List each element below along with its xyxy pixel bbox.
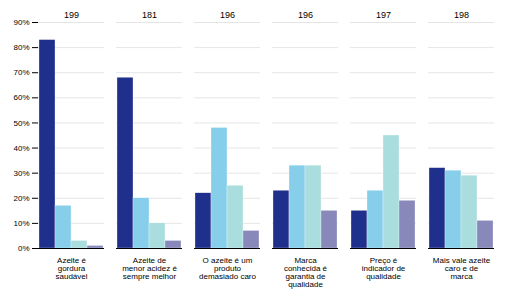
svg-text:Azeite demenor acidez ésempre: Azeite demenor acidez ésempre melhor — [122, 256, 177, 281]
svg-text:O azeite é umprodutodemasiado: O azeite é umprodutodemasiado caro — [199, 256, 256, 281]
svg-text:20%: 20% — [13, 194, 29, 203]
svg-text:196: 196 — [298, 10, 313, 20]
svg-text:181: 181 — [142, 10, 157, 20]
svg-text:198: 198 — [454, 10, 469, 20]
svg-text:40%: 40% — [13, 144, 29, 153]
svg-text:0%: 0% — [18, 244, 30, 253]
svg-text:70%: 70% — [13, 68, 29, 77]
svg-text:197: 197 — [376, 10, 391, 20]
svg-text:80%: 80% — [13, 43, 29, 52]
svg-text:10%: 10% — [13, 219, 29, 228]
svg-text:196: 196 — [220, 10, 235, 20]
svg-text:30%: 30% — [13, 169, 29, 178]
svg-text:60%: 60% — [13, 93, 29, 102]
svg-text:Azeite égordurasaudável: Azeite égordurasaudável — [55, 256, 87, 281]
svg-text:Mais vale azeitecaro e demarca: Mais vale azeitecaro e demarca — [433, 256, 491, 281]
svg-text:50%: 50% — [13, 119, 29, 128]
svg-text:Preço éindicador dequalidade: Preço éindicador dequalidade — [362, 256, 406, 281]
svg-text:Marcaconhecida égarantia dequa: Marcaconhecida égarantia dequalidade — [284, 256, 328, 289]
svg-text:199: 199 — [64, 10, 79, 20]
svg-text:90%: 90% — [13, 18, 29, 27]
